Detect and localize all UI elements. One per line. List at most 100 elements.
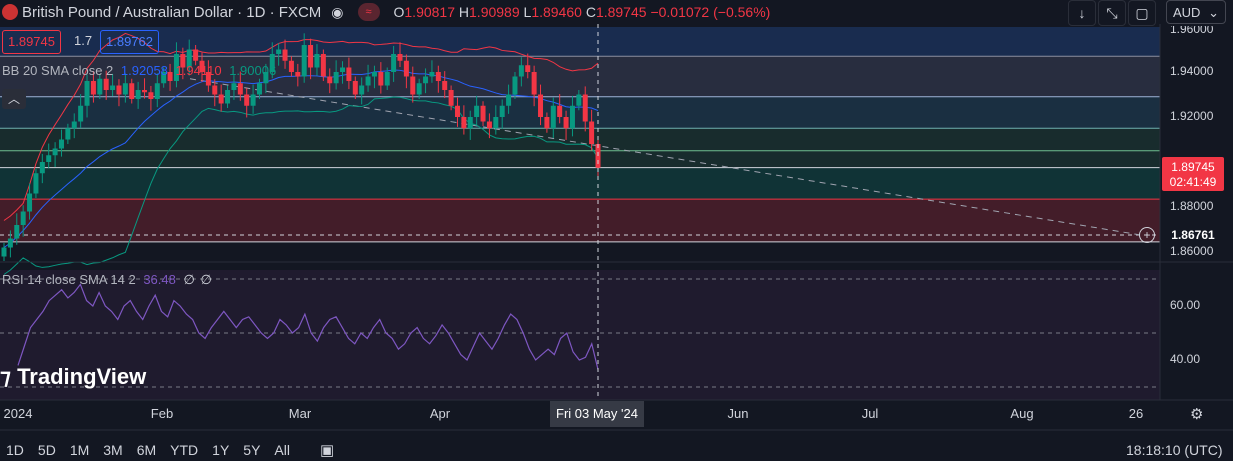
candle-body bbox=[167, 72, 173, 81]
buy-button[interactable]: 1.89762 bbox=[100, 30, 159, 54]
candle-body bbox=[97, 78, 103, 95]
candle-body bbox=[461, 117, 467, 129]
price-tick-label: 1.96000 bbox=[1170, 22, 1214, 36]
candle-body bbox=[308, 45, 314, 68]
range-button-1y[interactable]: 1Y bbox=[212, 441, 230, 458]
candle-body bbox=[193, 49, 199, 61]
candle-body bbox=[161, 72, 167, 84]
time-tick-label: Feb bbox=[150, 406, 174, 421]
candle-body bbox=[525, 65, 531, 72]
bb-basis-line bbox=[3, 69, 599, 248]
candle-body bbox=[486, 121, 492, 129]
candle-body bbox=[493, 117, 499, 129]
candle-body bbox=[448, 90, 454, 106]
candle-body bbox=[288, 60, 294, 72]
candle-body bbox=[295, 72, 301, 77]
sell-button[interactable]: 1.89745 bbox=[2, 30, 61, 54]
rsi-line bbox=[17, 283, 599, 370]
candle-body bbox=[154, 83, 160, 99]
last-price-label: 1.89745 02:41:49 bbox=[1162, 157, 1224, 191]
time-tick-label: 2024 bbox=[3, 406, 33, 421]
candle-body bbox=[410, 76, 416, 95]
rsi-pane-bg bbox=[0, 270, 1160, 400]
fullscreen-icon[interactable]: ⤡ bbox=[1098, 0, 1126, 26]
bb-lower-line bbox=[3, 96, 599, 275]
candle-body bbox=[20, 211, 26, 225]
candle-body bbox=[33, 173, 39, 194]
candle-body bbox=[538, 94, 544, 117]
symbol-title[interactable]: British Pound / Australian Dollar · 1D ·… bbox=[22, 3, 322, 21]
candle-body bbox=[148, 92, 154, 99]
compare-icon[interactable]: ≈ bbox=[357, 3, 380, 21]
rsi-tick-label: 60.00 bbox=[1170, 298, 1201, 312]
candle-body bbox=[205, 72, 211, 86]
candle-body bbox=[58, 139, 64, 149]
candle-body bbox=[378, 72, 384, 86]
range-button-6m[interactable]: 6M bbox=[136, 441, 157, 458]
candle-body bbox=[435, 72, 441, 81]
candle-body bbox=[173, 54, 179, 81]
candle-body bbox=[199, 60, 205, 72]
candle-body bbox=[531, 72, 537, 95]
candle-body bbox=[320, 54, 326, 77]
candle-body bbox=[65, 128, 71, 140]
calendar-icon[interactable]: ▣ bbox=[319, 441, 335, 459]
zone-1 bbox=[0, 167, 1160, 200]
range-button-1m[interactable]: 1M bbox=[69, 441, 90, 458]
candle-body bbox=[276, 49, 282, 54]
candle-body bbox=[550, 105, 556, 129]
candle-body bbox=[78, 105, 84, 122]
candle-body bbox=[103, 78, 109, 90]
candle-body bbox=[391, 54, 397, 72]
candle-body bbox=[14, 225, 20, 239]
screenshot-icon[interactable]: ▢ bbox=[1128, 0, 1156, 26]
candle-body bbox=[340, 67, 346, 72]
candle-body bbox=[129, 83, 135, 99]
candle-body bbox=[90, 81, 96, 95]
time-tick-label: Jul bbox=[861, 406, 879, 421]
time-tick-label: Apr bbox=[429, 406, 451, 421]
candle-body bbox=[110, 85, 116, 90]
flag-icon bbox=[2, 4, 18, 20]
candle-body bbox=[282, 49, 288, 61]
ohlc-readout: O1.90817 H1.90989 L1.89460 C1.89745 −0.0… bbox=[393, 4, 771, 20]
candle-body bbox=[46, 155, 52, 162]
bb-upper-line bbox=[3, 32, 599, 221]
candle-body bbox=[397, 54, 403, 61]
scroll-down-button[interactable]: ↓ bbox=[1068, 0, 1096, 26]
candle-body bbox=[544, 117, 550, 129]
utc-clock[interactable]: 18:18:10 (UTC) bbox=[1126, 441, 1223, 458]
candle-body bbox=[576, 94, 582, 106]
candle-body bbox=[371, 72, 377, 77]
range-button-5d[interactable]: 5D bbox=[37, 441, 56, 458]
range-button-ytd[interactable]: YTD bbox=[170, 441, 199, 458]
candle-body bbox=[416, 83, 422, 95]
candle-body bbox=[71, 121, 77, 129]
candle-body bbox=[518, 65, 524, 77]
candle-body bbox=[314, 54, 320, 68]
candle-body bbox=[301, 45, 307, 77]
settings-gear-icon[interactable]: ⚙ bbox=[1190, 406, 1204, 423]
candle-body bbox=[327, 76, 333, 84]
candle-body bbox=[512, 76, 518, 95]
currency-select[interactable]: AUD ⌄ bbox=[1166, 0, 1226, 24]
camera-icon[interactable]: ◉ bbox=[331, 3, 344, 20]
collapse-legend-button[interactable]: ︿ bbox=[2, 89, 26, 109]
add-alert-icon[interactable]: + bbox=[1139, 227, 1155, 243]
price-tick-label: 1.94000 bbox=[1170, 64, 1214, 78]
candle-body bbox=[429, 72, 435, 77]
candle-body bbox=[384, 72, 390, 86]
bb-legend[interactable]: BB 20 SMA close 2 1.92058 1.94110 1.9000… bbox=[2, 63, 277, 78]
range-button-1d[interactable]: 1D bbox=[6, 441, 24, 458]
rsi-legend[interactable]: RSI 14 close SMA 14 2 36.48 ∅ ∅ bbox=[2, 272, 212, 287]
crosshair-price-label: 1.86761 bbox=[1162, 225, 1224, 245]
candle-body bbox=[467, 117, 473, 129]
range-button-5y[interactable]: 5Y bbox=[243, 441, 261, 458]
candle-body bbox=[352, 81, 358, 95]
candle-body bbox=[563, 117, 569, 129]
range-button-all[interactable]: All bbox=[274, 441, 290, 458]
rsi-tick-label: 40.00 bbox=[1170, 352, 1201, 366]
range-button-3m[interactable]: 3M bbox=[103, 441, 123, 458]
